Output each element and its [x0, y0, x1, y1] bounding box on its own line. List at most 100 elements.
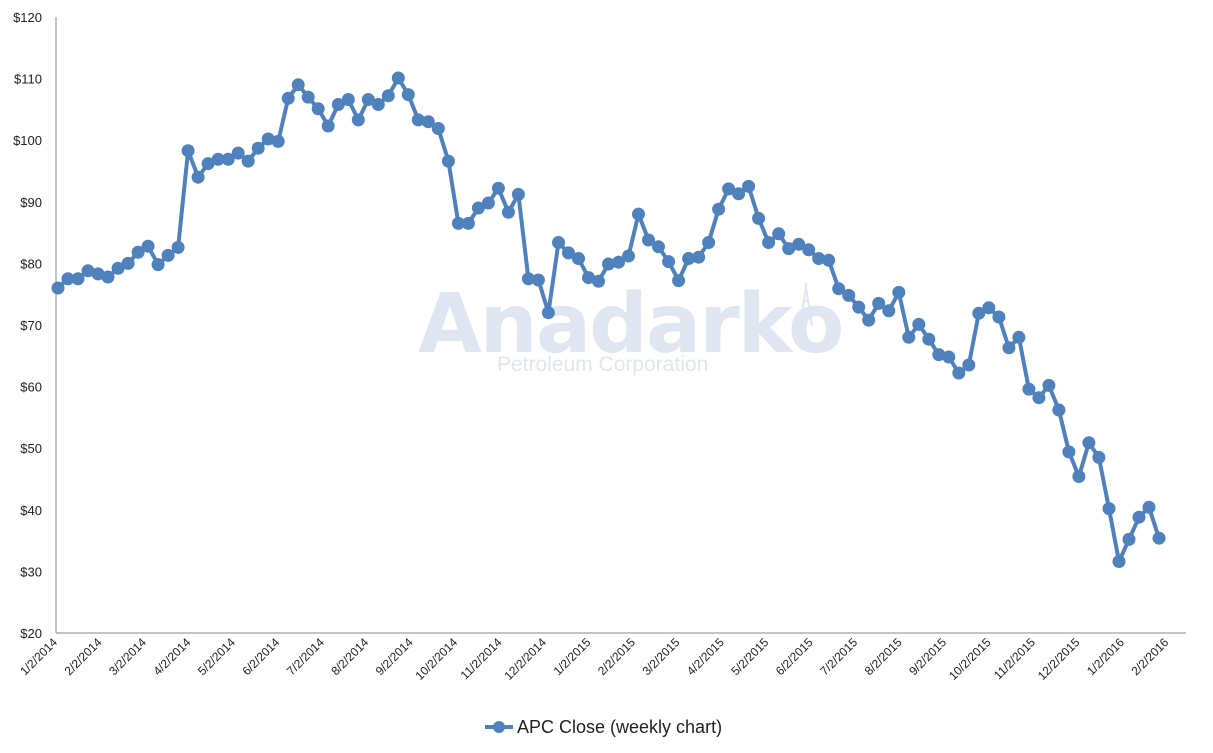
data-point: [121, 256, 135, 270]
data-point: [491, 181, 505, 195]
data-point: [411, 113, 425, 127]
data-point: [862, 313, 876, 327]
data-point: [181, 144, 195, 158]
data-point: [782, 242, 796, 256]
data-point: [1042, 378, 1056, 392]
data-point: [942, 350, 956, 364]
x-tick-label: 12/2/2014: [501, 635, 549, 683]
y-tick-label: $50: [20, 441, 42, 456]
x-tick-label: 2/2/2016: [1128, 635, 1171, 678]
data-point: [952, 366, 966, 380]
x-tick-label: 12/2/2015: [1035, 635, 1083, 683]
data-point: [441, 154, 455, 168]
data-point: [842, 288, 856, 302]
data-point: [61, 272, 75, 286]
data-point: [552, 236, 565, 249]
x-tick-label: 11/2/2014: [458, 635, 505, 682]
x-tick-label: 2/2/2015: [595, 635, 638, 678]
data-point: [541, 306, 555, 320]
data-point: [221, 152, 235, 166]
data-point: [81, 264, 95, 278]
data-point: [1072, 470, 1086, 483]
data-point: [692, 250, 706, 264]
data-point: [241, 154, 255, 168]
data-point: [401, 88, 415, 102]
data-point: [351, 113, 365, 127]
data-point: [972, 306, 986, 320]
data-point: [201, 157, 215, 171]
x-tick-label: 10/2/2014: [413, 635, 461, 683]
data-point: [732, 187, 746, 201]
data-point: [802, 243, 816, 257]
data-point: [381, 89, 395, 103]
data-point: [291, 78, 305, 92]
derrick-icon: [799, 283, 813, 326]
data-point: [642, 233, 655, 247]
data-point: [1062, 445, 1076, 459]
y-tick-label: $70: [20, 318, 42, 333]
data-point: [822, 253, 836, 267]
y-axis-ticks: $20 $30 $40 $50 $60 $70 $80 $90 $100 $110 $120: [13, 10, 42, 641]
x-tick-label: 4/2/2014: [151, 635, 194, 678]
data-point: [1032, 391, 1046, 405]
data-point: [1082, 436, 1096, 450]
data-point: [151, 258, 165, 272]
data-point: [531, 273, 545, 287]
x-tick-label: 8/2/2014: [328, 635, 371, 678]
data-point: [191, 170, 205, 184]
data-point: [1002, 341, 1016, 355]
data-point: [281, 91, 295, 105]
data-point: [602, 257, 615, 271]
data-point: [812, 252, 826, 265]
data-point: [832, 282, 846, 296]
data-point: [852, 300, 866, 314]
data-point: [932, 348, 946, 362]
data-point: [882, 304, 896, 318]
data-point: [461, 216, 475, 230]
x-tick-label: 6/2/2015: [773, 635, 816, 678]
data-point: [622, 249, 635, 263]
data-point: [301, 90, 315, 104]
data-point: [922, 332, 936, 346]
data-point: [371, 98, 385, 111]
data-point: [261, 132, 275, 146]
watermark-logo: Anadarko Petroleum Corporation: [418, 277, 844, 376]
y-tick-label: $40: [20, 503, 42, 518]
data-point: [131, 245, 145, 259]
data-point: [1012, 330, 1026, 344]
data-point: [992, 310, 1006, 324]
data-point: [742, 179, 756, 193]
data-point: [421, 115, 435, 129]
data-point: [91, 267, 105, 281]
data-point: [592, 274, 605, 288]
data-point: [652, 240, 665, 254]
data-point: [572, 252, 585, 265]
data-point: [391, 71, 405, 85]
x-tick-label: 4/2/2015: [684, 635, 727, 678]
data-point: [792, 237, 806, 251]
x-tick-label: 3/2/2015: [639, 635, 682, 678]
data-point: [521, 272, 535, 286]
y-tick-label: $80: [20, 256, 42, 271]
data-point: [762, 236, 776, 249]
watermark-subtitle: Petroleum Corporation: [497, 353, 708, 376]
y-tick-label: $100: [13, 133, 42, 148]
y-tick-label: $90: [20, 195, 42, 210]
data-point: [501, 205, 515, 219]
data-point: [722, 182, 736, 196]
data-point: [562, 246, 575, 260]
x-tick-label: 3/2/2014: [106, 635, 149, 678]
data-point: [582, 271, 595, 285]
data-point: [271, 134, 285, 148]
data-point: [712, 202, 726, 216]
data-point: [451, 216, 465, 230]
legend: APC Close (weekly chart): [485, 717, 722, 737]
data-point: [231, 146, 245, 160]
data-point: [211, 152, 225, 166]
series-apc-close: [51, 71, 1166, 568]
x-tick-label: 10/2/2015: [946, 635, 994, 683]
y-tick-label: $60: [20, 380, 42, 395]
y-tick-label: $30: [20, 564, 42, 579]
x-tick-label: 5/2/2014: [195, 635, 238, 678]
